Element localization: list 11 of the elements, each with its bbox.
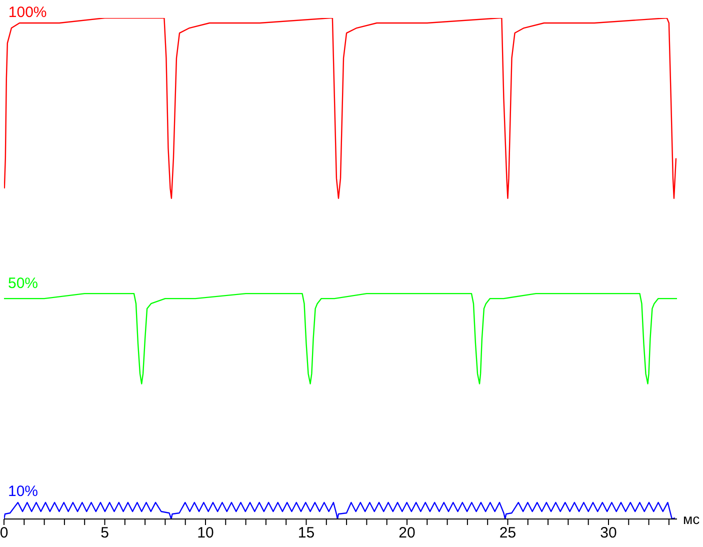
x-tick-label: 30 (600, 524, 617, 542)
x-tick-label: 5 (100, 524, 109, 542)
series-label: 10% (8, 483, 38, 500)
x-tick-label: 25 (499, 524, 516, 542)
series-label: 50% (8, 274, 38, 292)
x-tick-label: 15 (298, 524, 315, 542)
x-tick-label: 20 (398, 524, 416, 542)
series-label: 100% (8, 4, 47, 21)
x-tick-label: 0 (0, 524, 8, 542)
x-axis-title: мс (683, 511, 700, 527)
x-tick-label: 10 (197, 524, 214, 542)
